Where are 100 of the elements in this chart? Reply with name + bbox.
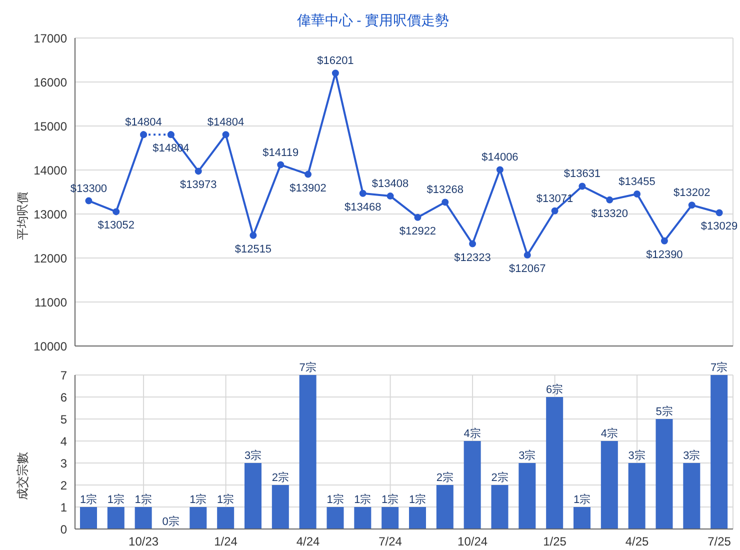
- bar: [217, 507, 234, 529]
- point: [85, 197, 92, 204]
- y-tick-label: 16000: [34, 75, 68, 90]
- data-label: 4宗: [464, 427, 481, 440]
- bar: [464, 441, 481, 529]
- point: [524, 252, 531, 259]
- data-label: $12067: [509, 263, 546, 276]
- y-tick-label: 10000: [34, 339, 68, 354]
- point: [496, 166, 504, 174]
- data-label: $13408: [372, 178, 409, 190]
- bar: [134, 507, 152, 529]
- point: [250, 232, 257, 239]
- point: [469, 240, 476, 248]
- data-label: $13973: [180, 179, 217, 192]
- data-label: $13320: [591, 208, 628, 220]
- data-label: 2宗: [491, 471, 508, 484]
- point: [194, 168, 202, 175]
- y-tick-label: 15000: [34, 119, 68, 134]
- bar: [546, 397, 564, 529]
- data-label: 3宗: [683, 449, 700, 462]
- point: [359, 190, 366, 197]
- y-tick-label: 11000: [34, 295, 68, 310]
- y-tick-label: 6: [60, 390, 68, 404]
- y-tick-label: 5: [60, 412, 68, 426]
- x-tick-label: 1/25: [543, 534, 567, 549]
- point: [442, 198, 449, 206]
- data-label: $13468: [344, 201, 382, 214]
- data-label: $13029: [700, 220, 738, 233]
- data-label: $12323: [454, 252, 491, 264]
- data-label: 2宗: [272, 471, 289, 484]
- y-tick-label: 12000: [34, 251, 68, 266]
- point: [634, 190, 641, 198]
- bar: [409, 507, 426, 529]
- bar: [272, 485, 289, 529]
- bar: [107, 507, 124, 529]
- data-label: 5宗: [656, 405, 673, 418]
- y-tick-label: 3: [60, 456, 68, 470]
- point: [660, 237, 668, 244]
- bar: [628, 463, 646, 529]
- data-label: 0宗: [162, 514, 180, 528]
- data-label: 1宗: [190, 493, 207, 506]
- point: [716, 209, 723, 216]
- data-label: $12922: [399, 225, 436, 238]
- bar: [518, 463, 536, 529]
- point: [222, 131, 230, 138]
- bar: [354, 507, 372, 529]
- data-label: 1宗: [80, 493, 98, 506]
- bar: [436, 485, 454, 529]
- data-label: 1宗: [107, 493, 124, 506]
- data-label: 6宗: [546, 383, 564, 396]
- x-tick-label: 4/25: [625, 534, 650, 549]
- point: [277, 161, 284, 168]
- data-label: 7宗: [710, 361, 728, 374]
- bar: [80, 507, 97, 529]
- data-label: $14006: [482, 152, 518, 164]
- data-label: 1宗: [573, 493, 591, 506]
- point: [606, 196, 614, 204]
- bar: [656, 419, 673, 529]
- x-tick-label: 10/24: [458, 534, 488, 549]
- data-label: 1宗: [408, 493, 426, 506]
- data-label: $13902: [290, 182, 326, 194]
- point: [386, 192, 394, 200]
- bar: [600, 441, 618, 529]
- data-label: $14119: [262, 146, 299, 159]
- data-label: 7宗: [299, 361, 316, 374]
- y-axis-title: 成交宗數: [15, 452, 30, 500]
- bar: [491, 485, 508, 529]
- x-tick-label: 4/24: [296, 534, 320, 549]
- data-label: 3宗: [244, 449, 262, 462]
- data-label: $13268: [426, 184, 464, 196]
- data-label: $13202: [674, 187, 710, 200]
- data-label: $13631: [564, 168, 601, 180]
- bar: [326, 507, 344, 529]
- bar: [710, 375, 728, 529]
- chart-title: 偉華中心 - 實用呎價走勢: [296, 12, 450, 30]
- y-tick-label: 2: [60, 478, 68, 492]
- data-label: $16201: [317, 55, 354, 68]
- data-label: 1宗: [134, 493, 152, 506]
- y-axis-title: 平均呎價: [15, 192, 30, 240]
- data-label: 1宗: [354, 493, 372, 506]
- data-label: 3宗: [628, 449, 646, 462]
- data-label: $14804: [207, 116, 244, 129]
- bar: [190, 507, 207, 529]
- data-label: 1宗: [326, 493, 344, 506]
- x-tick-label: 10/23: [128, 534, 159, 549]
- x-tick-label: 1/24: [214, 534, 238, 549]
- data-label: $14804: [125, 116, 162, 129]
- bar: [574, 507, 590, 529]
- data-label: 1宗: [382, 493, 399, 506]
- data-label: $12390: [646, 248, 683, 261]
- x-tick-label: 7/25: [708, 534, 732, 549]
- data-label: 4宗: [600, 427, 618, 440]
- bar: [244, 463, 262, 529]
- data-label: $13455: [618, 176, 656, 188]
- bar: [683, 463, 700, 529]
- point: [112, 208, 120, 216]
- x-tick-label: 7/24: [378, 534, 402, 549]
- data-label: 1宗: [217, 493, 234, 506]
- point: [688, 202, 696, 209]
- data-label: $12515: [234, 243, 272, 256]
